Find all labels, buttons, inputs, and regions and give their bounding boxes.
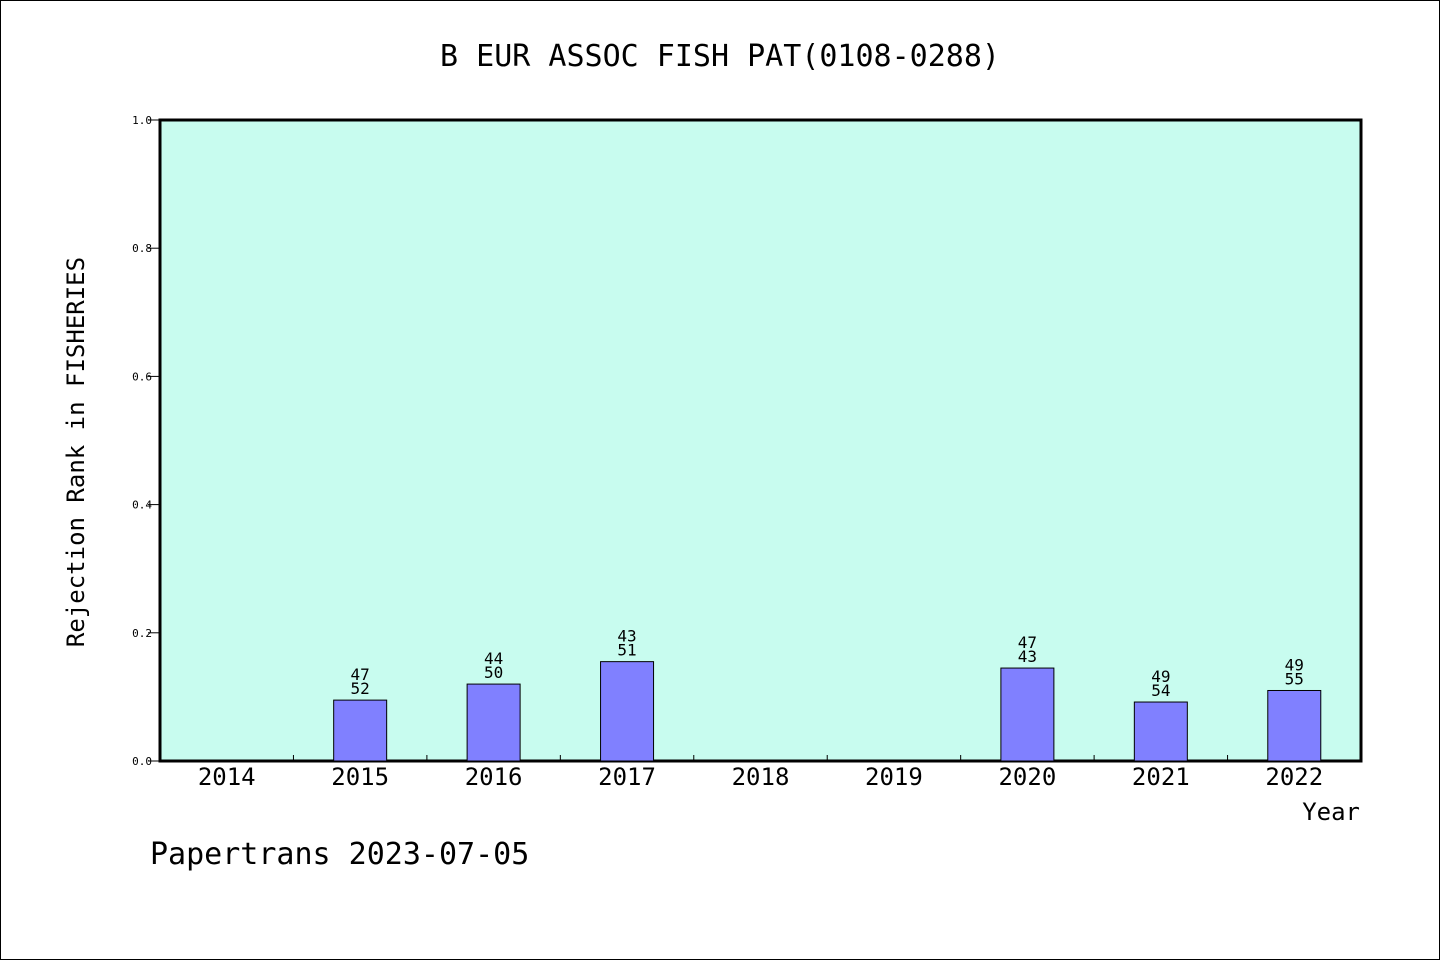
x-axis-label: Year — [1302, 798, 1360, 826]
x-tick-label: 2020 — [998, 763, 1056, 791]
bar-label-top: 43 — [617, 627, 636, 646]
bar-label-bottom: 43 — [1018, 647, 1037, 666]
bar — [1000, 667, 1055, 762]
bar-label-bottom: 51 — [617, 641, 636, 660]
x-tick-label: 2018 — [732, 763, 790, 791]
y-tick-label: 1.0 — [132, 114, 152, 127]
y-tick-label: 0.2 — [132, 627, 152, 640]
x-tick-label: 2017 — [598, 763, 656, 791]
bar — [600, 661, 655, 762]
x-tick-label: 2021 — [1132, 763, 1190, 791]
y-tick-label: 0.6 — [132, 370, 152, 383]
bar — [466, 683, 521, 762]
bar-label-bottom: 50 — [484, 663, 503, 682]
y-axis-ticks: 0.0 0.2 0.4 0.6 0.8 1.0 — [132, 114, 160, 768]
bar-label-top: 44 — [484, 649, 503, 668]
x-tick-label: 2022 — [1265, 763, 1323, 791]
chart-title: B EUR ASSOC FISH PAT(0108-0288) — [440, 39, 1000, 74]
y-tick-label: 0.0 — [132, 755, 152, 768]
bar — [333, 699, 388, 762]
y-tick-label: 0.8 — [132, 242, 152, 255]
bar — [1133, 701, 1188, 762]
bar-label-top: 49 — [1151, 667, 1170, 686]
bar-label-top: 47 — [351, 665, 370, 684]
x-tick-label: 2019 — [865, 763, 923, 791]
x-axis-ticks: 2014 2015 2016 2017 2018 2019 2020 2021 2022 — [198, 755, 1323, 791]
footer-text: Papertrans 2023-07-05 — [150, 837, 529, 872]
x-tick-label: 2015 — [331, 763, 389, 791]
bar-label-bottom: 52 — [351, 679, 370, 698]
plot-area — [158, 118, 1363, 763]
y-axis-label: Rejection Rank in FISHERIES — [62, 257, 90, 647]
bar-label-bottom: 54 — [1151, 681, 1170, 700]
bar-label-top: 49 — [1285, 655, 1304, 674]
bar-label-top: 47 — [1018, 633, 1037, 652]
x-tick-label: 2016 — [465, 763, 523, 791]
y-tick-label: 0.4 — [132, 499, 152, 512]
x-tick-label: 2014 — [198, 763, 256, 791]
bar-label-bottom: 55 — [1285, 669, 1304, 688]
bar — [1267, 689, 1322, 762]
